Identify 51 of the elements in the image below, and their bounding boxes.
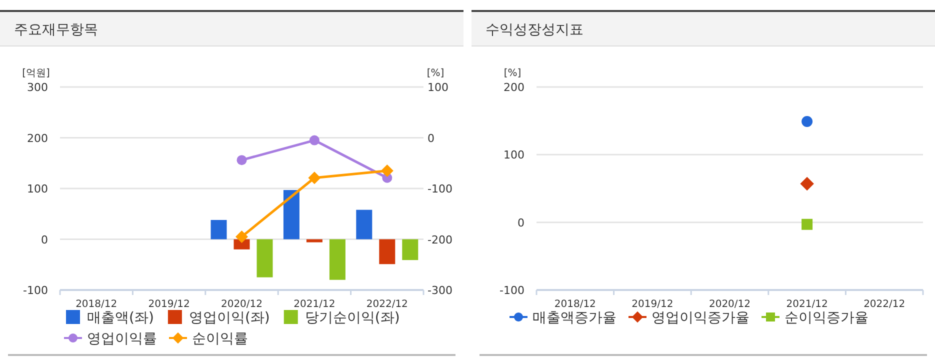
chart-title: 주요재무항목 [14, 22, 98, 38]
y-tick-label: 0 [41, 233, 48, 246]
y-tick-label: -100 [500, 284, 524, 297]
x-tick-label: 2022/12 [864, 299, 906, 310]
x-tick-label: 2020/12 [708, 299, 751, 310]
y-tick-label: 100 [27, 182, 48, 196]
legend-label: 당기순이익(좌) [304, 310, 400, 326]
y-tick-label: 100 [504, 148, 524, 162]
legend-label: 영업이익증가율 [652, 310, 750, 326]
x-tick-label: 2018/12 [76, 299, 118, 310]
legend-label: 순이익률 [192, 331, 248, 347]
y-axis-title: [억원] [22, 68, 50, 79]
x-tick-label: 2021/12 [786, 299, 828, 310]
x-tick-label: 2022/12 [366, 299, 408, 310]
y2-tick-label: 100 [428, 81, 448, 94]
y2-tick-label: -100 [428, 182, 452, 196]
y-tick-label: 0 [518, 216, 524, 230]
x-tick-label: 2020/12 [220, 299, 263, 310]
bar [210, 220, 227, 240]
legend-label: 매출액증가율 [532, 310, 616, 326]
y2-tick-label: -200 [428, 233, 452, 246]
bar [234, 239, 250, 250]
legend-label: 영업이익률 [87, 331, 157, 347]
bar [356, 210, 372, 240]
bar [379, 239, 396, 264]
x-tick-label: 2019/12 [148, 299, 190, 310]
x-tick-label: 2018/12 [554, 299, 596, 310]
legend-label: 매출액(좌) [87, 310, 154, 326]
y-axis-title: [%] [504, 68, 522, 79]
legend-label: 순이익증가율 [784, 310, 868, 326]
bar [329, 239, 346, 280]
x-tick-label: 2019/12 [632, 299, 674, 310]
y-tick-label: 200 [504, 81, 524, 94]
y-tick-label: -100 [23, 284, 48, 297]
y2-tick-label: 0 [428, 132, 434, 145]
chart-title: 수익성장성지표 [486, 22, 584, 38]
y2-axis-title: [%] [426, 68, 444, 79]
y-tick-label: 300 [27, 81, 48, 94]
bar [306, 239, 322, 242]
point [380, 164, 394, 177]
legend-label: 영업이익(좌) [188, 310, 270, 326]
point [308, 172, 321, 184]
bar [256, 239, 273, 278]
bar [283, 190, 300, 240]
point [309, 135, 320, 146]
bar [402, 239, 418, 260]
point [236, 155, 247, 166]
x-tick-label: 2021/12 [294, 299, 336, 310]
y2-tick-label: -300 [428, 284, 452, 297]
point [236, 230, 248, 243]
y-tick-label: 200 [27, 132, 48, 145]
